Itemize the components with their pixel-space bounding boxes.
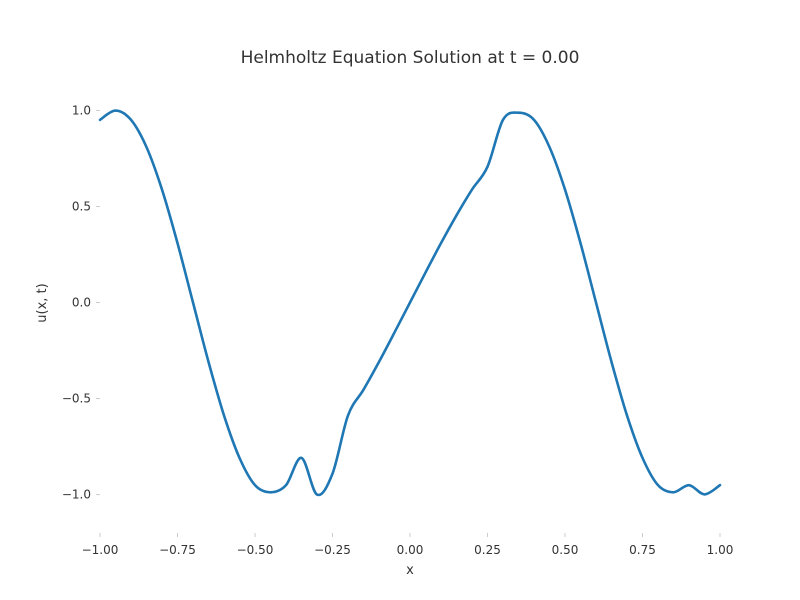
x-tick-label: 0.75 bbox=[629, 543, 656, 557]
x-tick-label: 0.50 bbox=[552, 543, 579, 557]
x-axis-label: x bbox=[406, 563, 414, 578]
x-tick-label: 0.25 bbox=[474, 543, 501, 557]
x-tick-label: −1.00 bbox=[82, 543, 119, 557]
chart-title: Helmholtz Equation Solution at t = 0.00 bbox=[241, 48, 580, 68]
series-line bbox=[98, 109, 722, 497]
x-axis: −1.00 −0.75 −0.50 −0.25 0.00 0.25 0.50 0.75 1.00 bbox=[82, 533, 734, 557]
x-tick-label: −0.75 bbox=[159, 543, 196, 557]
y-tick-label: −0.5 bbox=[62, 392, 91, 406]
x-tick-label: 1.00 bbox=[707, 543, 734, 557]
y-tick-label: 1.0 bbox=[72, 103, 91, 117]
y-tick-label: −1.0 bbox=[62, 488, 91, 502]
y-tick-label: 0.5 bbox=[72, 199, 91, 213]
y-axis-label: u(x, t) bbox=[35, 283, 50, 322]
x-tick-label: 0.00 bbox=[397, 543, 424, 557]
x-tick-label: −0.50 bbox=[237, 543, 274, 557]
y-axis: 1.0 0.5 0.0 −0.5 −1.0 bbox=[62, 103, 100, 502]
x-tick-label: −0.25 bbox=[314, 543, 351, 557]
y-tick-label: 0.0 bbox=[72, 296, 91, 310]
